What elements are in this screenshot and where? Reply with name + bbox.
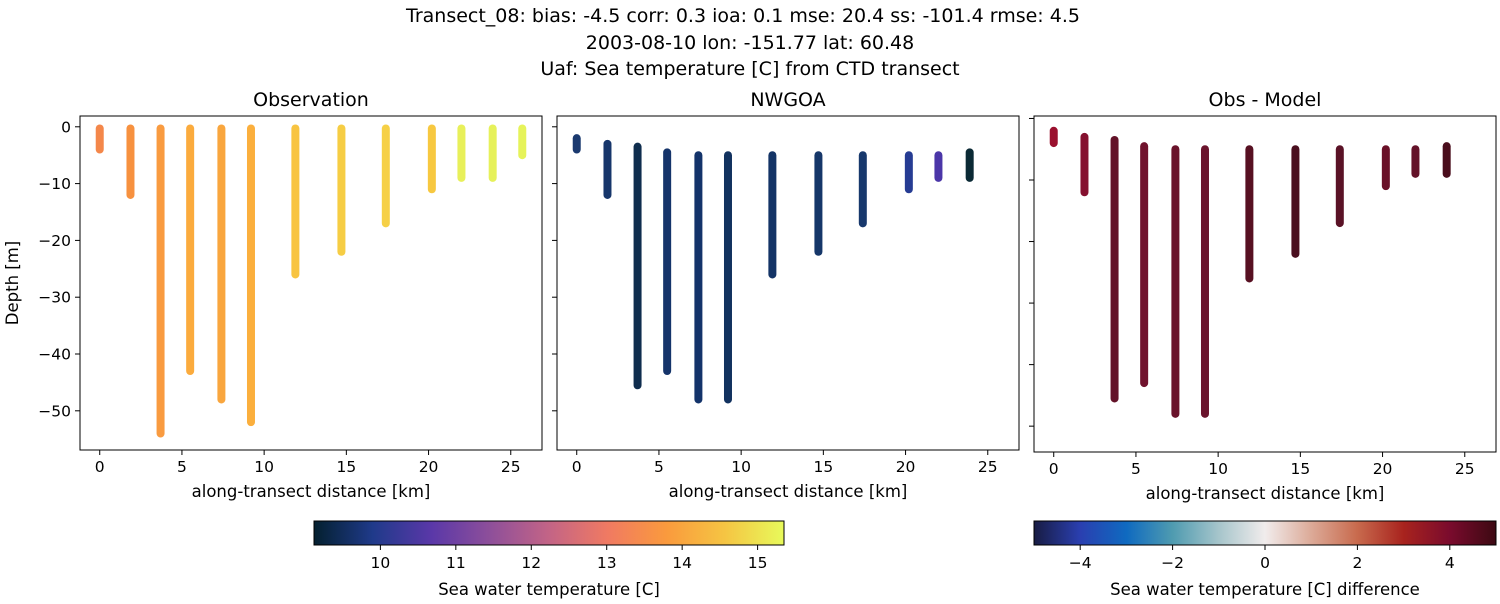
x-tick-label: 15 (813, 458, 833, 476)
panel-nwgoa: NWGOA 0 5 10 15 20 25 along-transect distance [… (552, 89, 1020, 501)
axes-frame (79, 115, 543, 451)
x-tick-label: 0 (1049, 460, 1059, 478)
y-tick-label: −20 (38, 232, 71, 250)
colorbar-gradient (1033, 520, 1497, 546)
panel-title: Obs - Model (1209, 89, 1322, 111)
y-tick-label: −30 (38, 289, 71, 307)
colorbar-tick-label: 0 (1260, 554, 1270, 572)
x-tick-label: 15 (336, 458, 356, 476)
colorbar-gradient (313, 520, 785, 546)
x-tick-label: 10 (731, 458, 751, 476)
colorbar-temperature: 10 11 12 13 14 15 Sea water temperature [C] (313, 520, 785, 599)
axes-frame (1033, 115, 1497, 453)
x-tick-label: 0 (572, 458, 582, 476)
x-tick-label: 5 (177, 458, 187, 476)
colorbar-tick-label: 14 (672, 554, 692, 572)
colorbar-tick-label: 11 (446, 554, 466, 572)
axes-frame (556, 115, 1020, 451)
y-tick-label: −50 (38, 402, 71, 420)
x-tick-label: 20 (896, 458, 916, 476)
colorbar-difference: −4 −2 0 2 4 Sea water temperature [C] differe… (1033, 520, 1497, 599)
colorbar-tick-label: 2 (1352, 554, 1362, 572)
x-tick-label: 5 (654, 458, 664, 476)
x-axis-label: along-transect distance [km] (1146, 484, 1385, 503)
figure-title-line-3: Uaf: Sea temperature [C] from CTD transe… (540, 58, 959, 80)
y-axis-label: Depth [m] (3, 241, 22, 325)
x-tick-label: 25 (978, 458, 998, 476)
x-tick-label: 25 (1455, 460, 1475, 478)
colorbar-tick-label: 12 (521, 554, 541, 572)
y-tick-label: 0 (61, 118, 71, 136)
x-tick-label: 5 (1131, 460, 1141, 478)
panel-obs-model: Obs - Model 0 5 10 15 20 25 along-transect dist… (1029, 89, 1497, 503)
figure-title-line-2: 2003-08-10 lon: -151.77 lat: 60.48 (586, 32, 914, 54)
figure-title-line-1: Transect_08: bias: -4.5 corr: 0.3 ioa: 0… (405, 5, 1080, 27)
colorbar-tick-label: −4 (1069, 554, 1092, 572)
x-tick-label: 10 (254, 458, 274, 476)
panel-title: Observation (253, 89, 369, 111)
colorbar-tick-label: −2 (1161, 554, 1184, 572)
x-tick-label: 15 (1290, 460, 1310, 478)
x-tick-label: 0 (95, 458, 105, 476)
colorbar-tick-label: 4 (1445, 554, 1455, 572)
colorbar-label: Sea water temperature [C] (438, 580, 660, 599)
x-tick-label: 20 (1373, 460, 1393, 478)
x-tick-label: 20 (419, 458, 439, 476)
colorbar-tick-label: 13 (597, 554, 617, 572)
x-axis-label: along-transect distance [km] (669, 482, 908, 501)
x-axis-label: along-transect distance [km] (192, 482, 431, 501)
y-tick-label: −10 (38, 175, 71, 193)
x-tick-label: 10 (1208, 460, 1228, 478)
x-tick-label: 25 (501, 458, 521, 476)
colorbar-tick-label: 15 (748, 554, 768, 572)
panel-observation: Observation 0 5 10 15 20 25 0 −10 −20 −30 −40 −50 alo… (3, 89, 543, 501)
colorbar-label: Sea water temperature [C] difference (1110, 580, 1420, 599)
panel-title: NWGOA (750, 89, 825, 111)
y-tick-label: −40 (38, 346, 71, 364)
colorbar-tick-label: 10 (371, 554, 391, 572)
